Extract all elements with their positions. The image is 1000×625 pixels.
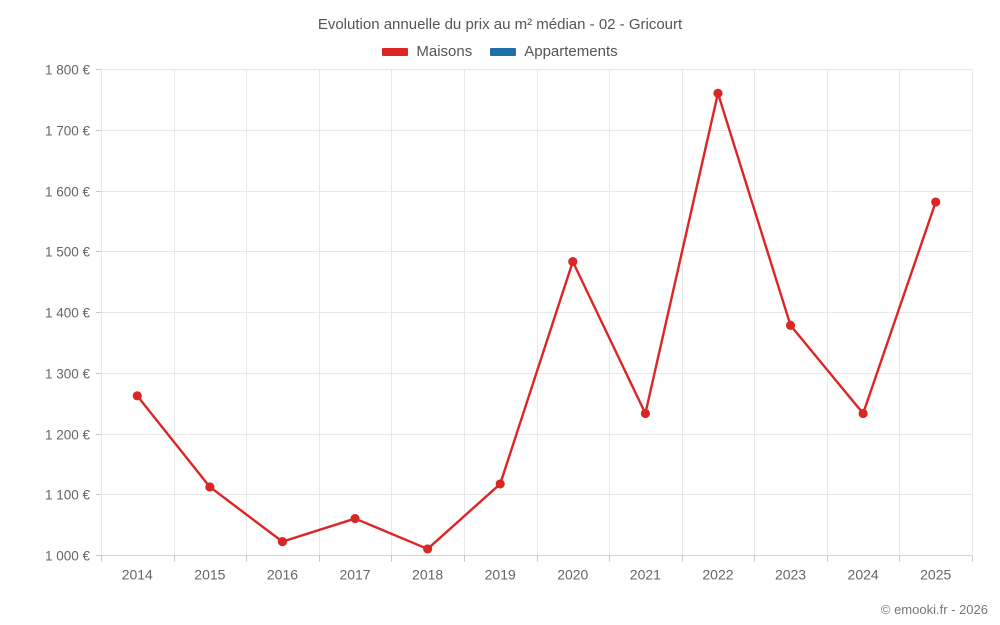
legend-label-maisons: Maisons (416, 43, 473, 60)
data-point[interactable]: 2023 — Maisons : 1378 € (785, 320, 796, 330)
x-axis-label: 2014 (122, 567, 153, 583)
y-axis-label: 1 500 € (45, 245, 91, 260)
data-point[interactable]: 2016 — Maisons : 1022 € (277, 537, 288, 547)
data-point[interactable]: 2024 — Maisons : 1233 € (858, 408, 868, 419)
x-axis-label: 2023 (775, 567, 806, 583)
x-axis-label: 2018 (412, 567, 443, 583)
x-axis-label: 2024 (848, 567, 879, 583)
legend-item-appartements[interactable]: Appartements (490, 43, 618, 60)
data-point[interactable]: 2022 — Maisons : 1760 € (713, 88, 723, 98)
y-axis-label: 1 800 € (45, 63, 91, 78)
x-axis-label: 2017 (339, 567, 370, 583)
x-axis-label: 2022 (702, 567, 733, 583)
series-line-maisons (136, 92, 937, 551)
x-axis-label: 2025 (920, 567, 951, 583)
legend-swatch-maisons (382, 47, 409, 56)
legend-label-appartements: Appartements (524, 43, 618, 60)
chart-title: Evolution annuelle du prix au m² médian … (317, 16, 683, 33)
x-axis-label: 2020 (557, 567, 588, 583)
y-axis-label: 1 700 € (45, 124, 91, 139)
y-axis-label: 1 000 € (45, 549, 91, 564)
data-point[interactable]: 2014 — Maisons : 1262 € (132, 391, 142, 401)
data-point[interactable]: 2020 — Maisons : 1483 € (568, 256, 578, 267)
y-axis-label: 1 200 € (45, 428, 91, 443)
x-axis-label: 2016 (267, 567, 298, 583)
y-axis-label: 1 300 € (45, 367, 91, 382)
copyright-credit: © emooki.fr - 2026 (880, 602, 988, 617)
data-point[interactable]: 2018 — Maisons : 1010 € (423, 544, 433, 554)
chart-legend: Maisons Appartements (0, 44, 1000, 59)
y-axis-label: 1 400 € (45, 306, 91, 321)
data-point[interactable]: 2025 — Maisons : 1581 € (931, 197, 941, 207)
data-point[interactable]: 2019 — Maisons : 1117 € (495, 479, 505, 489)
data-point[interactable]: 2015 — Maisons : 1112 € (205, 482, 215, 492)
legend-swatch-appartements (490, 47, 517, 56)
x-axis-label: 2015 (194, 567, 225, 583)
legend-item-maisons[interactable]: Maisons (382, 44, 472, 59)
x-axis-label: 2019 (485, 567, 516, 583)
x-axis-label: 2021 (630, 567, 661, 583)
data-point[interactable]: 2021 — Maisons : 1233 € (640, 408, 650, 419)
y-axis-label: 1 600 € (45, 185, 91, 200)
y-axis-label: 1 100 € (45, 488, 91, 503)
data-point[interactable]: 2017 — Maisons : 1060 € (350, 513, 360, 524)
